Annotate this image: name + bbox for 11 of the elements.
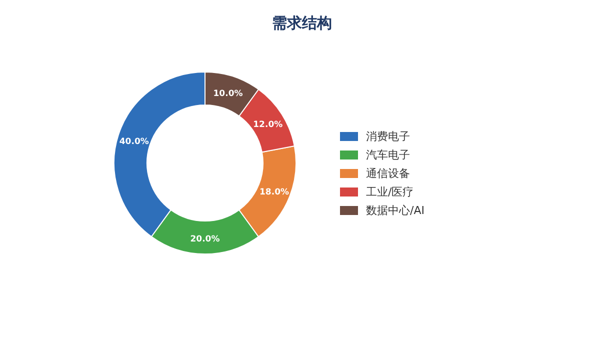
legend-label: 工业/医疗 (366, 186, 414, 198)
data-label: 20.0% (190, 234, 220, 244)
legend-label: 通信设备 (366, 167, 410, 180)
chart-title: 需求结构 (272, 14, 332, 32)
legend-label: 数据中心/AI (366, 204, 424, 217)
data-label: 40.0% (119, 136, 150, 147)
legend-label: 汽车电子 (366, 148, 410, 162)
legend-label: 消费电子 (366, 130, 410, 143)
data-label: 10.0% (213, 89, 244, 100)
data-label: 12.0% (253, 120, 284, 130)
data-label: 18.0% (260, 187, 290, 198)
